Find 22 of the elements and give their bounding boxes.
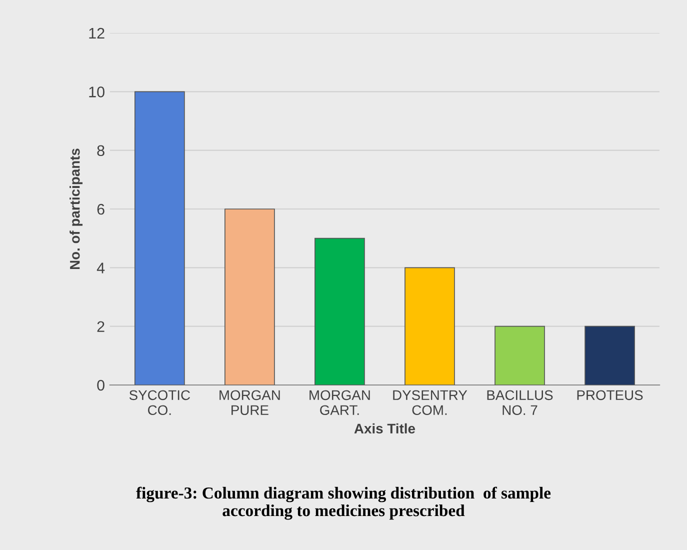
bar bbox=[314, 238, 365, 385]
bar bbox=[224, 208, 275, 385]
y-tick-label: 6 bbox=[97, 204, 104, 215]
x-tick-label: MORGAN GART. bbox=[310, 390, 370, 416]
x-tick-label: SYCOTIC CO. bbox=[129, 390, 190, 416]
y-tick-label: 2 bbox=[97, 321, 104, 332]
y-axis-title: No. of participants bbox=[70, 148, 83, 270]
x-tick-label: DYSENTRY COM. bbox=[393, 390, 468, 416]
bar bbox=[584, 326, 635, 385]
x-axis-title: Axis Title bbox=[354, 423, 415, 434]
bar bbox=[494, 326, 545, 385]
bar bbox=[134, 91, 185, 385]
x-tick-label: MORGAN PURE bbox=[220, 390, 280, 416]
x-tick-label: BACILLUS NO. 7 bbox=[487, 390, 553, 416]
text: figure-3: Column diagram showing distribution of sample according to medicines prescribed bbox=[136, 486, 551, 520]
y-tick-label: 0 bbox=[97, 380, 104, 391]
y-tick-label: 10 bbox=[89, 86, 104, 98]
x-tick-label: PROTEUS bbox=[577, 390, 643, 400]
bar bbox=[404, 267, 455, 385]
y-tick-label: 4 bbox=[96, 262, 105, 274]
y-tick-label: 8 bbox=[97, 145, 104, 156]
y-tick-label: 12 bbox=[89, 28, 104, 39]
